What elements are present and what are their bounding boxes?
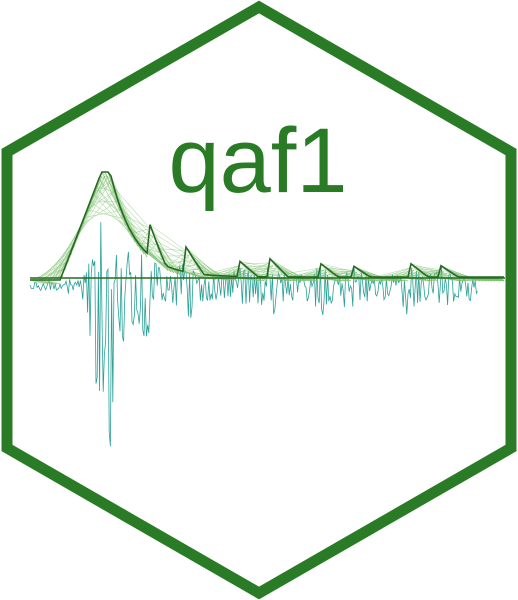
envelope-fan-line	[350, 274, 361, 278]
envelope-fan-line	[113, 187, 151, 229]
envelope-fan-line	[86, 191, 115, 211]
envelope-fan-line	[437, 273, 448, 278]
envelope-fan-line	[167, 264, 196, 267]
envelope-fan-line	[140, 246, 160, 253]
envelope-fan-line	[407, 272, 418, 278]
envelope-fan-line	[80, 201, 118, 226]
envelope-fan-line	[266, 268, 277, 278]
envelope-fan-line	[167, 250, 187, 267]
logo-title: qaf1	[168, 110, 347, 212]
envelope-fan-line	[317, 272, 328, 278]
envelope-fan-line	[251, 262, 271, 272]
envelope-fan-line	[239, 261, 277, 270]
envelope-fan-line	[155, 240, 193, 261]
envelope-fan-line	[77, 191, 115, 234]
envelope-fan-line	[425, 271, 445, 276]
envelope-fan-line	[86, 209, 124, 219]
envelope-fan-line	[413, 265, 442, 270]
envelope-fan-line	[74, 179, 112, 242]
envelope-fan-line	[89, 175, 109, 203]
envelope-fan-line	[89, 201, 127, 226]
envelope-fan-line	[245, 266, 283, 276]
envelope-fan-line	[152, 232, 181, 275]
envelope-fan-line	[92, 179, 112, 195]
envelope-fan-line	[152, 232, 190, 256]
envelope-fan-line	[173, 260, 193, 270]
envelope-fan-line	[284, 267, 322, 275]
envelope-fan-line	[422, 272, 451, 276]
envelope-fan-line	[158, 248, 196, 266]
envelope-fan-line	[254, 265, 274, 275]
envelope-fan-line	[242, 262, 271, 265]
envelope-fan-line	[224, 267, 244, 277]
envelope-fan-line	[92, 193, 130, 233]
envelope-line	[30, 171, 505, 281]
signal-trace	[29, 222, 478, 447]
envelope-fan-line	[137, 242, 157, 246]
envelope-fan-line	[44, 229, 82, 281]
envelope-fan-line	[383, 267, 412, 278]
waveform-signal	[29, 222, 478, 447]
envelope-fan-line	[374, 267, 412, 278]
envelope-fan-line	[332, 272, 361, 275]
envelope-fan-line	[212, 265, 241, 276]
envelope-fan-line	[203, 265, 241, 275]
envelope-fan-line	[422, 269, 442, 274]
envelope-fan-line	[242, 263, 280, 273]
envelope-fan-line	[164, 260, 193, 264]
envelope-fan-line	[146, 244, 157, 254]
envelope-fan-line	[122, 214, 151, 229]
envelope-fan-line	[131, 228, 151, 234]
envelope-fan-line	[122, 214, 160, 253]
envelope-fan-line	[419, 270, 448, 274]
envelope-fan-line	[302, 267, 322, 278]
envelope-fan-line	[119, 206, 157, 246]
envelope-fan-line	[131, 233, 160, 253]
envelope-fan-line	[149, 224, 187, 252]
envelope-fan-line	[158, 248, 187, 252]
envelope-fan-line	[182, 260, 193, 272]
envelope-fan-line	[392, 267, 412, 278]
envelope-fan-line	[326, 268, 355, 271]
envelope-fan-line	[170, 255, 190, 269]
envelope-fan-line	[221, 265, 241, 277]
envelope-fan-line	[281, 270, 301, 282]
envelope-fan-line	[236, 270, 247, 277]
envelope-fan-line	[32, 260, 70, 281]
envelope-curve	[30, 171, 504, 281]
envelope-fan-line	[293, 267, 322, 278]
envelope-fan-line	[134, 236, 154, 239]
envelope-fan-line	[128, 227, 157, 246]
envelope-fan-line	[116, 197, 154, 238]
envelope-fan-line	[335, 270, 355, 276]
envelope-fan-line	[95, 186, 133, 238]
